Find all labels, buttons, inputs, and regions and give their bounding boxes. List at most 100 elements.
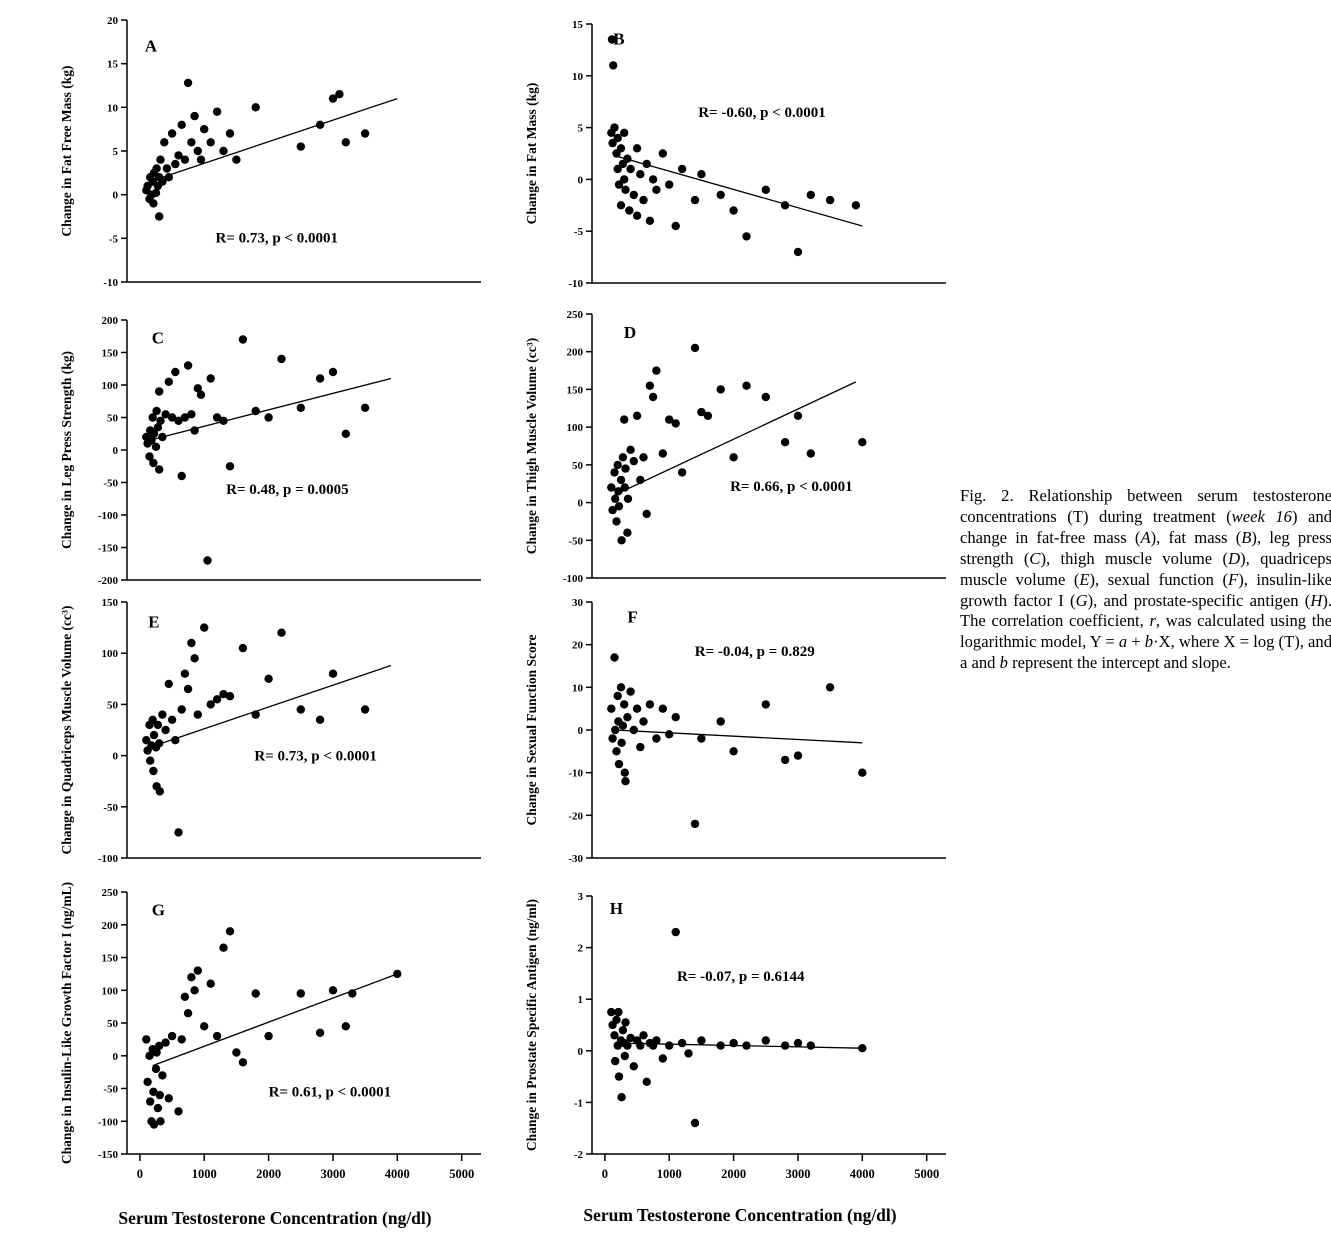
y-axis: 20 15 10 5 0 -5 -10 (103, 15, 128, 289)
y-tick-label: 200 (102, 315, 119, 327)
y-tick-label: 150 (102, 953, 119, 965)
caption-segment: week 16 (1231, 506, 1292, 526)
x-tick-label: 4000 (850, 1167, 875, 1181)
y-tick-label: 3 (578, 891, 584, 903)
scatter-plot-svg: 20 15 10 5 0 -5 -10 A R= 0.73, p < 0.0001 Change … (59, 15, 481, 289)
x-tick-label: 0 (137, 1167, 143, 1181)
caption-segment: b (999, 653, 1008, 673)
y-axis-label: Change in Prostate Specific Antigen (ng/… (524, 899, 539, 1151)
y-tick-label: -30 (568, 853, 583, 865)
x-tick-label: 1000 (192, 1167, 217, 1181)
scatter-panel-g-igf1: 250 200 150 100 50 0 -50 -100 -150 0 1000 2000 3000 4… (55, 880, 495, 1200)
x-axis-title-right: Serum Testosterone Concentration (ng/dl) (583, 1205, 897, 1225)
data-points (607, 653, 867, 829)
regression-line (149, 97, 398, 183)
y-tick-label: 150 (567, 384, 584, 396)
y-tick-label: 0 (578, 725, 584, 737)
y-tick-label: 100 (102, 648, 119, 660)
y-tick-label: -1 (574, 1097, 583, 1109)
correlation-annotation: R= -0.07, p = 0.6144 (677, 969, 805, 985)
caption-segment: r (1149, 611, 1156, 631)
caption-segment: C (1029, 548, 1041, 568)
scatter-plot-svg: 200 150 100 50 0 -50 -100 -150 -200 C R= 0.48, p =… (59, 315, 481, 587)
y-axis-label: Change in Quadriceps Muscle Volume (cc³) (59, 606, 74, 855)
panel-letter: C (152, 328, 164, 347)
caption-segment: G (1075, 590, 1088, 610)
y-tick-label: -2 (574, 1149, 584, 1161)
y-tick-label: -50 (103, 802, 118, 814)
y-tick-label: -100 (98, 510, 119, 522)
y-tick-label: 20 (572, 640, 584, 652)
y-tick-label: 5 (578, 123, 584, 135)
scatter-panel-e-quadriceps-muscle-volume: 150 100 50 0 -50 -100 E R= 0.73, p < 0.0001 Chan… (55, 590, 495, 872)
caption-segment: ) and change in fat-free mass ( (960, 506, 1331, 547)
y-tick-label: 0 (113, 190, 119, 202)
data-points (142, 78, 370, 221)
y-tick-label: 50 (107, 1018, 119, 1030)
y-tick-label: -5 (574, 226, 584, 238)
y-tick-label: 10 (107, 102, 119, 114)
y-tick-label: 5 (113, 146, 119, 158)
regression-line (614, 154, 863, 227)
y-tick-label: 0 (113, 1051, 119, 1063)
caption-segment: ), sexual function ( (1089, 569, 1229, 589)
caption-segment: ), quadriceps muscle volume ( (960, 548, 1331, 589)
y-tick-label: 50 (572, 460, 584, 472)
data-points (142, 623, 370, 837)
regression-line (149, 664, 392, 749)
correlation-annotation: R= 0.73, p < 0.0001 (254, 749, 377, 765)
caption-segment: D (1228, 548, 1241, 568)
scatter-plot-svg: 15 10 5 0 -5 -10 B R= -0.60, p < 0.0001 Change i… (524, 19, 946, 290)
scatter-panel-d-thigh-muscle-volume: 250 200 150 100 50 0 -50 -100 D R= 0.66, p < 0.00… (520, 302, 960, 592)
data-points (142, 335, 370, 565)
caption-segment: , was calculated using the logarithmic m… (960, 611, 1331, 652)
y-tick-label: -10 (103, 277, 118, 289)
figure-caption: Fig. 2. Relationship between serum testo… (960, 486, 1331, 674)
y-tick-label: 20 (107, 15, 119, 27)
scatter-panel-c-leg-press-strength: 200 150 100 50 0 -50 -100 -150 -200 C R= 0.48, p =… (55, 308, 495, 594)
y-axis-label: Change in Fat Mass (kg) (524, 83, 539, 225)
y-tick-label: -50 (568, 535, 583, 547)
y-tick-label: -10 (568, 278, 583, 290)
caption-segment: ·X, where X = log (T), and a and (960, 632, 1331, 673)
scatter-plot-svg: 30 20 10 0 -10 -20 -30 F R= -0.04, p = 0.829 Chan… (524, 597, 946, 865)
y-tick-label: 200 (102, 920, 119, 932)
correlation-annotation: R= -0.04, p = 0.829 (695, 644, 815, 660)
y-tick-label: 250 (567, 309, 584, 321)
y-tick-label: 0 (113, 445, 119, 457)
y-tick-label: 1 (578, 994, 584, 1006)
caption-segment: + (1127, 632, 1145, 652)
correlation-annotation: R= 0.61, p < 0.0001 (269, 1084, 392, 1100)
y-tick-label: -20 (568, 810, 583, 822)
y-tick-label: -150 (98, 543, 119, 555)
caption-segment: a (1118, 632, 1128, 652)
y-axis: 250 200 150 100 50 0 -50 -100 -150 (98, 887, 128, 1161)
panel-letter: H (610, 899, 623, 918)
caption-segment: b (1144, 632, 1154, 652)
x-tick-label: 2000 (721, 1167, 746, 1181)
y-tick-label: -200 (98, 575, 119, 587)
y-tick-label: 10 (572, 71, 584, 83)
regression-line (614, 381, 857, 496)
y-tick-label: -10 (568, 768, 583, 780)
x-tick-label: 5000 (449, 1167, 474, 1181)
caption-segment: B (1241, 527, 1252, 547)
y-tick-label: 100 (102, 985, 119, 997)
y-tick-label: 0 (578, 1046, 584, 1058)
y-tick-label: 0 (578, 174, 584, 186)
correlation-annotation: R= -0.60, p < 0.0001 (698, 105, 826, 121)
x-tick-label: 1000 (657, 1167, 682, 1181)
y-tick-label: 50 (107, 413, 119, 425)
x-tick-label: 4000 (385, 1167, 410, 1181)
x-axis-title-left: Serum Testosterone Concentration (ng/dl) (118, 1208, 432, 1228)
panel-letter: G (152, 901, 165, 920)
y-tick-label: 30 (572, 597, 584, 609)
x-tick-label: 0 (602, 1167, 608, 1181)
scatter-plot-svg: 150 100 50 0 -50 -100 E R= 0.73, p < 0.0001 Chan… (59, 597, 481, 865)
data-points (607, 343, 867, 545)
correlation-annotation: R= 0.73, p < 0.0001 (216, 231, 339, 247)
y-tick-label: 200 (567, 347, 584, 359)
y-tick-label: -150 (98, 1149, 119, 1161)
scatter-panel-b-fat-mass: 15 10 5 0 -5 -10 B R= -0.60, p < 0.0001 Change i… (520, 12, 960, 297)
